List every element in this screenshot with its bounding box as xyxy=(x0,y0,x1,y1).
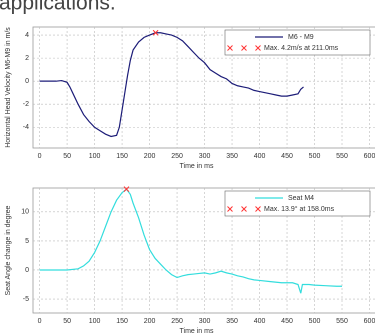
x-tick-label: 500 xyxy=(309,153,321,160)
legend-marker xyxy=(255,206,261,212)
x-tick-label: 250 xyxy=(171,153,183,160)
x-tick-label: 100 xyxy=(89,153,101,160)
x-tick-label: 50 xyxy=(63,318,71,325)
y-tick-label: -5 xyxy=(23,296,29,303)
data-line xyxy=(39,188,343,294)
max-marker xyxy=(123,186,130,193)
x-tick-label: 400 xyxy=(254,153,266,160)
x-tick-label: 150 xyxy=(116,318,128,325)
y-tick-label: -4 xyxy=(23,124,29,131)
legend-marker xyxy=(255,45,261,51)
legend-label: M6 - M9 xyxy=(288,34,314,41)
x-tick-label: 450 xyxy=(281,153,293,160)
y-axis-label: Seat Angle change in degree xyxy=(5,205,12,295)
y-tick-label: 2 xyxy=(25,55,29,62)
x-tick-label: 100 xyxy=(89,318,101,325)
legend-marker xyxy=(227,206,233,212)
max-marker xyxy=(152,29,159,36)
x-tick-label: 0 xyxy=(38,318,42,325)
x-tick-label: 550 xyxy=(336,318,348,325)
x-tick-label: 250 xyxy=(171,318,183,325)
x-tick-label: 0 xyxy=(38,153,42,160)
x-tick-label: 450 xyxy=(281,318,293,325)
x-axis-label: Time in ms xyxy=(180,328,214,335)
x-tick-label: 300 xyxy=(199,153,211,160)
x-tick-label: 500 xyxy=(309,318,321,325)
legend xyxy=(224,190,371,217)
x-tick-label: 550 xyxy=(336,153,348,160)
x-tick-label: 300 xyxy=(199,318,211,325)
x-tick-label: 50 xyxy=(63,153,71,160)
x-tick-label: 600 xyxy=(364,318,375,325)
y-tick-label: 4 xyxy=(25,32,29,39)
x-tick-label: 200 xyxy=(144,153,156,160)
y-tick-label: 0 xyxy=(25,78,29,85)
y-tick-label: 0 xyxy=(25,267,29,274)
heading: applications. xyxy=(0,0,116,15)
legend-label: Max. 4.2m/s at 211.0ms xyxy=(264,45,339,52)
legend-marker xyxy=(241,45,247,51)
y-axis-label: Horizontal Head Velocity M6-M9 in m/s xyxy=(5,27,12,148)
y-tick-label: 5 xyxy=(25,238,29,245)
y-tick-label: -2 xyxy=(23,101,29,108)
x-tick-label: 600 xyxy=(364,153,375,160)
legend xyxy=(224,29,371,56)
x-axis-label: Time in ms xyxy=(180,163,214,170)
x-tick-label: 400 xyxy=(254,318,266,325)
legend-marker xyxy=(227,45,233,51)
legend-label: Seat M4 xyxy=(288,195,314,202)
y-tick-label: 10 xyxy=(21,209,29,216)
legend-label: Max. 13.9° at 158.0ms xyxy=(264,205,335,213)
x-tick-label: 200 xyxy=(144,318,156,325)
data-line xyxy=(39,32,304,138)
x-tick-label: 350 xyxy=(226,153,238,160)
legend-marker xyxy=(241,206,247,212)
x-tick-label: 350 xyxy=(226,318,238,325)
x-tick-label: 150 xyxy=(116,153,128,160)
